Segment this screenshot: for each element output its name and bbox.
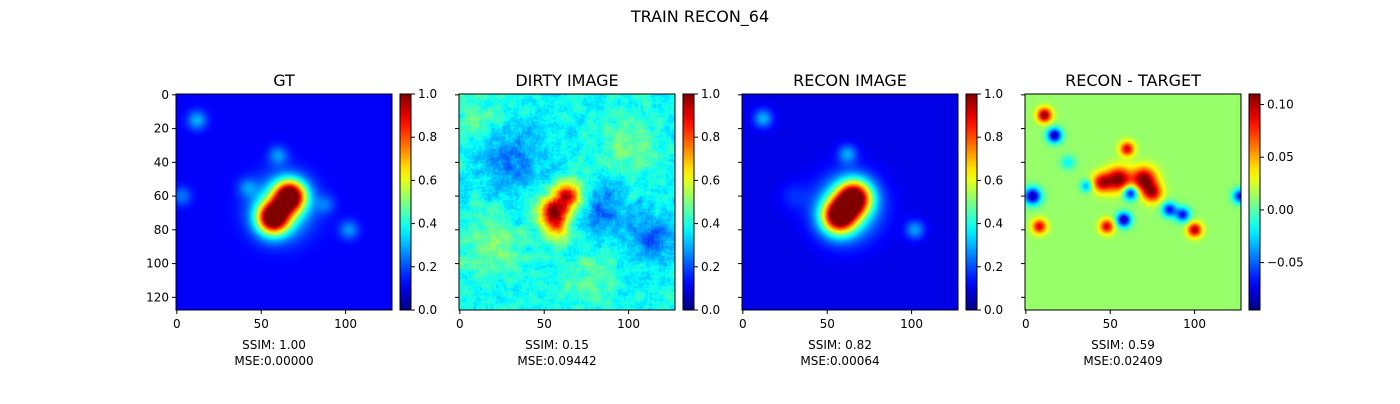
- colorbar-tick-label: 0.4: [418, 217, 437, 231]
- colorbar-tick-label: 0.0: [701, 303, 720, 317]
- heatmap-image-4: [1025, 94, 1241, 310]
- panel-title-3: RECON IMAGE: [793, 71, 907, 90]
- mse-label: MSE:0.00064: [800, 354, 879, 368]
- colorbar-tick-label: 0.0: [418, 303, 437, 317]
- mse-label: MSE:0.02409: [1083, 354, 1162, 368]
- colorbar-3: [965, 93, 978, 311]
- panel-title-1: GT: [273, 71, 295, 90]
- ssim-label: SSIM: 0.15: [525, 338, 589, 352]
- colorbar-tick-label: 0.2: [984, 260, 1003, 274]
- y-tick-label: 120: [146, 290, 169, 304]
- colorbar-tick-label: 0.2: [418, 260, 437, 274]
- colorbar-tick-label: 0.8: [701, 130, 720, 144]
- x-tick-label: 0: [1022, 317, 1030, 331]
- colorbar-tick-label: 0.00: [1267, 203, 1294, 217]
- heatmap-image-3: [742, 94, 958, 310]
- x-tick-label: 100: [334, 317, 357, 331]
- colorbar-tick-label: 0.2: [701, 260, 720, 274]
- panel-title-2: DIRTY IMAGE: [515, 71, 618, 90]
- colorbar-tick-label: 0.8: [984, 130, 1003, 144]
- ssim-label: SSIM: 0.59: [1091, 338, 1155, 352]
- x-tick-label: 0: [173, 317, 181, 331]
- colorbar-4: [1248, 93, 1261, 311]
- colorbar-tick-label: 1.0: [984, 87, 1003, 101]
- y-tick-label: 0: [161, 88, 169, 102]
- y-tick-label: 100: [146, 257, 169, 271]
- y-tick-label: 80: [154, 223, 169, 237]
- ssim-label: SSIM: 0.82: [808, 338, 872, 352]
- x-tick-label: 100: [617, 317, 640, 331]
- colorbar-tick-label: 0.10: [1267, 98, 1294, 112]
- axes-frame-3: [741, 93, 959, 311]
- colorbar-1: [399, 93, 412, 311]
- x-tick-label: 50: [254, 317, 269, 331]
- colorbar-2: [682, 93, 695, 311]
- colorbar-tick-label: 0.0: [984, 303, 1003, 317]
- colorbar-tick-label: 0.8: [418, 130, 437, 144]
- colorbar-tick-label: 0.05: [1267, 150, 1294, 164]
- heatmap-image-1: [176, 94, 392, 310]
- x-tick-label: 0: [739, 317, 747, 331]
- x-tick-label: 50: [820, 317, 835, 331]
- colorbar-tick-label: 0.6: [418, 173, 437, 187]
- panel-title-4: RECON - TARGET: [1065, 71, 1201, 90]
- mse-label: MSE:0.09442: [517, 354, 596, 368]
- x-tick-label: 50: [537, 317, 552, 331]
- y-tick-label: 60: [154, 189, 169, 203]
- colorbar-tick-label: 0.6: [701, 173, 720, 187]
- y-tick-label: 20: [154, 122, 169, 136]
- colorbar-tick-label: −0.05: [1267, 256, 1304, 270]
- figure-title: TRAIN RECON_64: [630, 7, 769, 27]
- x-tick-label: 100: [1183, 317, 1206, 331]
- axes-frame-2: [458, 93, 676, 311]
- axes-frame-4: [1024, 93, 1242, 311]
- x-tick-label: 0: [456, 317, 464, 331]
- axes-frame-1: [175, 93, 393, 311]
- mse-label: MSE:0.00000: [234, 354, 313, 368]
- heatmap-image-2: [459, 94, 675, 310]
- ssim-label: SSIM: 1.00: [242, 338, 306, 352]
- colorbar-tick-label: 0.6: [984, 173, 1003, 187]
- y-tick-label: 40: [154, 155, 169, 169]
- colorbar-tick-label: 0.4: [984, 217, 1003, 231]
- colorbar-tick-label: 1.0: [701, 87, 720, 101]
- colorbar-tick-label: 1.0: [418, 87, 437, 101]
- x-tick-label: 100: [900, 317, 923, 331]
- colorbar-tick-label: 0.4: [701, 217, 720, 231]
- x-tick-label: 50: [1103, 317, 1118, 331]
